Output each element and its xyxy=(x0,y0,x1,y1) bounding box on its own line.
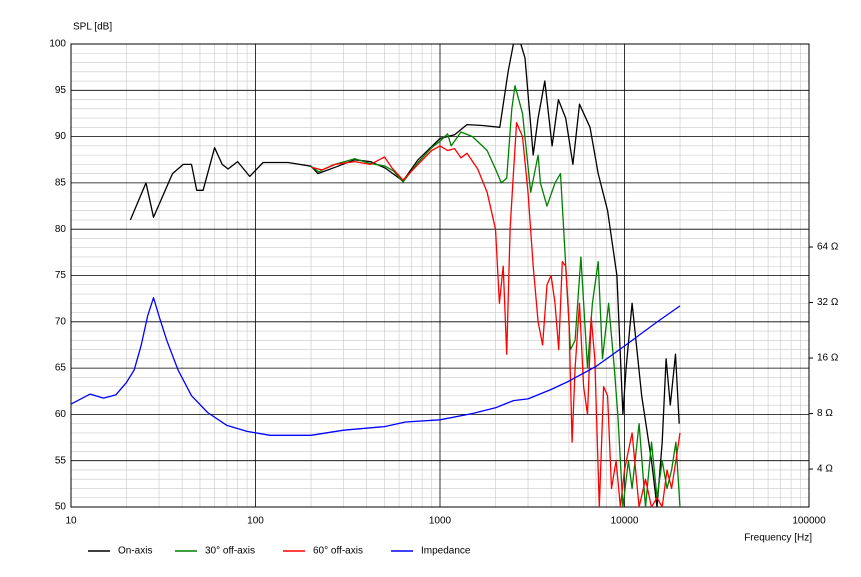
y-tick-label: 100 xyxy=(49,39,66,50)
y-tick-label: 50 xyxy=(55,502,67,513)
x-tick-label: 100 xyxy=(247,516,264,527)
legend-label: Impedance xyxy=(421,546,471,557)
y-tick-label: 60 xyxy=(55,409,67,420)
x-tick-label: 10 xyxy=(65,516,77,527)
series-line xyxy=(310,122,681,507)
y2-tick-label: 16 Ω xyxy=(817,353,839,364)
y-tick-label: 70 xyxy=(55,316,67,327)
x-axis-title: Frequency [Hz] xyxy=(744,533,812,544)
legend-label: 60° off-axis xyxy=(313,546,363,557)
y-tick-label: 95 xyxy=(55,85,67,96)
y2-tick-label: 64 Ω xyxy=(817,242,839,253)
legend-label: On-axis xyxy=(118,546,152,557)
y-tick-label: 80 xyxy=(55,224,67,235)
series-line xyxy=(129,44,680,507)
x-tick-label: 10000 xyxy=(611,516,639,527)
y-axis-title: SPL [dB] xyxy=(73,22,112,33)
series-line xyxy=(71,297,681,436)
x-tick-label: 100000 xyxy=(792,516,826,527)
y-tick-label: 75 xyxy=(55,270,67,281)
y-tick-label: 85 xyxy=(55,178,67,189)
y-tick-label: 90 xyxy=(55,131,67,142)
y-tick-label: 55 xyxy=(55,455,67,466)
y2-tick-label: 32 Ω xyxy=(817,297,839,308)
series-line xyxy=(310,85,681,507)
legend-label: 30° off-axis xyxy=(205,546,255,557)
plot-frame xyxy=(70,43,810,508)
y-tick-label: 65 xyxy=(55,363,67,374)
y2-tick-label: 4 Ω xyxy=(817,464,833,475)
x-tick-label: 1000 xyxy=(429,516,452,527)
y2-tick-label: 8 Ω xyxy=(817,408,833,419)
